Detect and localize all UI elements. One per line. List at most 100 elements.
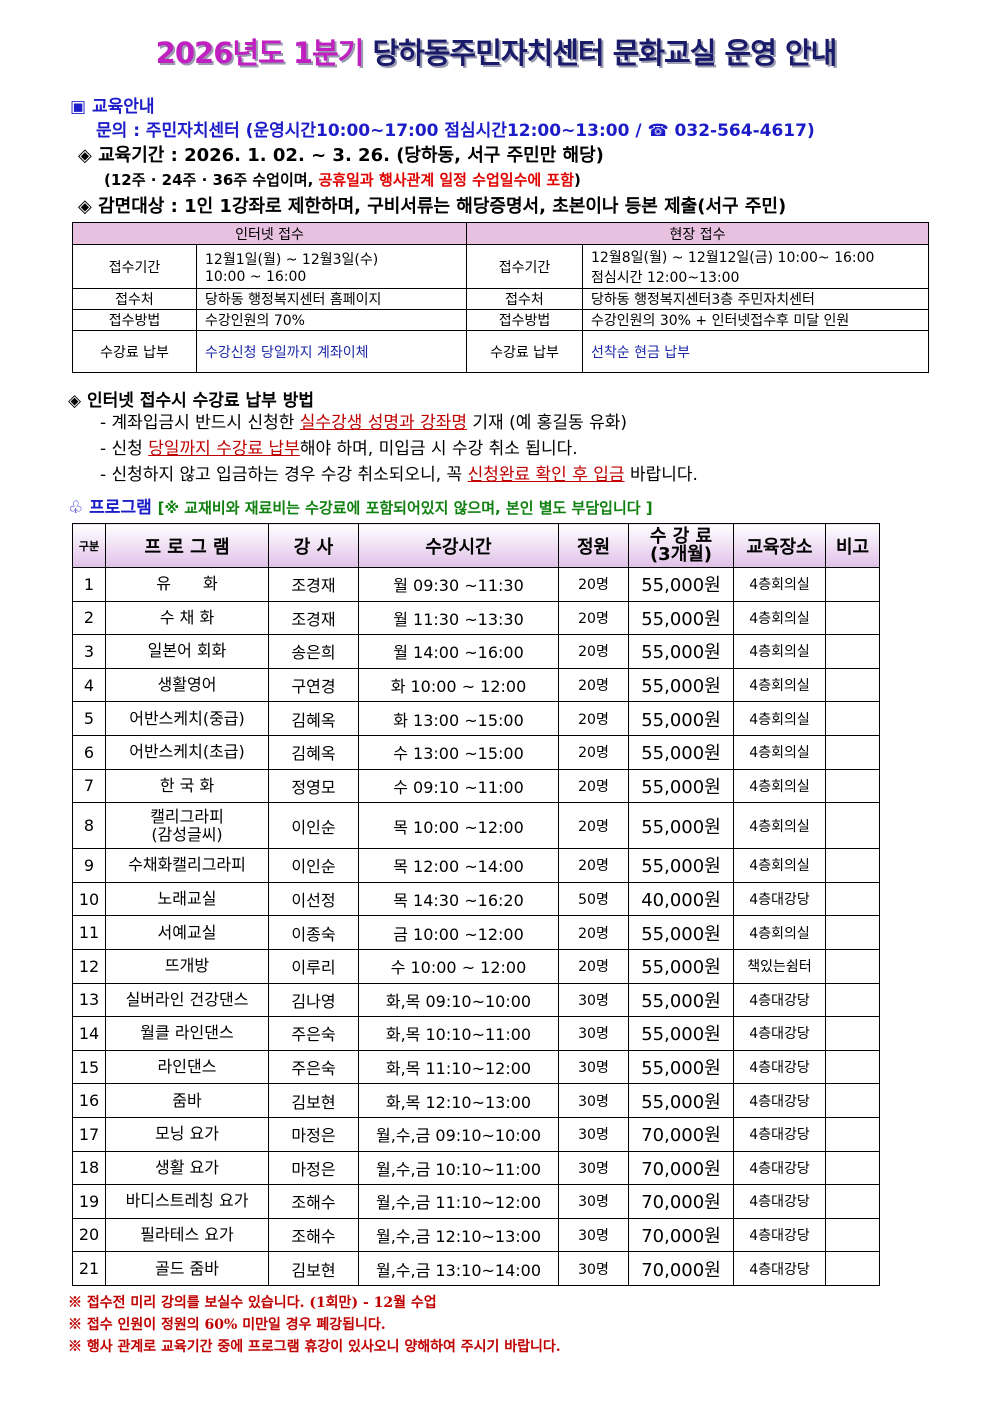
education-period: ◈ 교육기간 : 2026. 1. 02. ~ 3. 26. (당하동, 서구 … [78, 145, 604, 166]
cell-no: 13 [72, 982, 106, 1018]
table-row: 18 생활 요가 마정은 월,수,금 10:10~11:00 30명 70,000원 4층대… [72, 1150, 880, 1186]
cell-remarks [825, 768, 880, 804]
discount-target: ◈ 감면대상 : 1인 1강좌로 제한하며, 구비서류는 해당증명서, 초본이나… [78, 196, 787, 217]
cell-location: 4층대강당 [733, 1217, 826, 1253]
cell-no: 2 [72, 600, 106, 636]
table-row: 11 서예교실 이종숙 금 10:00 ~12:00 20명 55,000원 4층회의실 [72, 915, 880, 950]
cell-schedule: 월,수,금 09:10~10:00 [358, 1116, 559, 1152]
cell-capacity: 50명 [558, 881, 629, 917]
cell-remarks [825, 667, 880, 703]
cell-schedule: 수 13:00 ~15:00 [358, 734, 559, 770]
cell-instructor: 이선정 [268, 881, 359, 917]
cell-capacity: 20명 [558, 848, 629, 883]
cell-remarks [825, 1184, 880, 1219]
cell-program-name: 수채화캘리그라피 [105, 848, 269, 883]
column-header: 수 강 료 (3개월) [628, 523, 734, 568]
cell-remarks [825, 1116, 880, 1152]
table-row: 17 모닝 요가 마정은 월,수,금 09:10~10:00 30명 70,000원 4층대… [72, 1116, 880, 1152]
cell-location: 책있는쉼터 [733, 948, 826, 984]
cell-program-name: 일본어 회화 [105, 634, 269, 669]
cell-capacity: 30명 [558, 1049, 629, 1085]
cell-capacity: 20명 [558, 667, 629, 703]
cell-fee: 55,000원 [628, 948, 734, 984]
cell-remarks [825, 1016, 880, 1051]
cell-no: 7 [72, 768, 106, 804]
cell-instructor: 김혜옥 [268, 701, 359, 736]
cell-no: 19 [72, 1184, 106, 1219]
program-header: ♧ 프로그램 [※ 교재비와 재료비는 수강료에 포함되어있지 않으며, 본인 … [68, 498, 653, 518]
cell-remarks [825, 1150, 880, 1186]
cell-no: 3 [72, 634, 106, 669]
cell-fee: 55,000원 [628, 768, 734, 804]
cell-instructor: 이인순 [268, 848, 359, 883]
table-row: 4 생활영어 구연경 화 10:00 ~ 12:00 20명 55,000원 4층회의실 [72, 667, 880, 703]
note: ※ 접수전 미리 강의를 보실수 있습니다. (1회만) - 12월 수업 [68, 1295, 437, 1311]
cell-no: 10 [72, 881, 106, 917]
cell-program-name: 생활 요가 [105, 1150, 269, 1186]
column-header: 교육장소 [733, 523, 826, 568]
cell-remarks [825, 1251, 880, 1286]
cell-schedule: 월 14:00 ~16:00 [358, 634, 559, 669]
table-row: 15 라인댄스 주은숙 화,목 11:10~12:00 30명 55,000원 4층대강당 [72, 1049, 880, 1085]
cell-remarks [825, 701, 880, 736]
table-row: 13 실버라인 건강댄스 김나영 화,목 09:10~10:00 30명 55,000원 4… [72, 982, 880, 1018]
cell-instructor: 김나영 [268, 982, 359, 1018]
cell-location: 4층회의실 [733, 802, 826, 850]
payment-line: - 계좌입금시 반드시 신청한 실수강생 성명과 강좌명 기재 (예 홍길동 유… [100, 413, 628, 433]
guide-heading: ▣ 교육안내 [70, 97, 155, 117]
cell-instructor: 김보현 [268, 1251, 359, 1286]
reception-row: 수강료 납부 수강신청 당일까지 계좌이체 수강료 납부 선착순 현금 납부 [72, 330, 929, 373]
payment-line: - 신청하지 않고 입금하는 경우 수강 취소되오니, 꼭 신청완료 확인 후 … [100, 465, 698, 485]
cell-fee: 55,000원 [628, 802, 734, 850]
cell-fee: 70,000원 [628, 1251, 734, 1286]
internet-value: 당하동 행정복지센터 홈페이지 [196, 288, 467, 310]
onsite-value: 12월8일(월) ~ 12월12일(금) 10:00~ 16:00 점심시간 1… [582, 244, 929, 289]
cell-schedule: 월,수,금 11:10~12:00 [358, 1184, 559, 1219]
page-title: 2026년도 1분기 당하동주민자치센터 문화교실 운영 안내 [155, 36, 838, 70]
cell-schedule: 금 10:00 ~12:00 [358, 915, 559, 950]
cell-program-name: 바디스트레칭 요가 [105, 1184, 269, 1219]
row-label: 수강료 납부 [72, 330, 197, 373]
cell-fee: 55,000원 [628, 1083, 734, 1118]
cell-schedule: 화,목 12:10~13:00 [358, 1083, 559, 1118]
cell-fee: 55,000원 [628, 701, 734, 736]
internet-header: 인터넷 접수 [72, 222, 467, 245]
row-label: 접수방법 [466, 309, 583, 331]
cell-no: 5 [72, 701, 106, 736]
cell-capacity: 30명 [558, 1251, 629, 1286]
column-header: 프 로 그 램 [105, 523, 269, 568]
cell-instructor: 김혜옥 [268, 734, 359, 770]
cell-schedule: 화 13:00 ~15:00 [358, 701, 559, 736]
cell-location: 4층대강당 [733, 1150, 826, 1186]
column-header: 강 사 [268, 523, 359, 568]
column-header: 정원 [558, 523, 629, 568]
cell-location: 4층회의실 [733, 567, 826, 602]
cell-schedule: 화,목 11:10~12:00 [358, 1049, 559, 1085]
cell-location: 4층회의실 [733, 768, 826, 804]
cell-remarks [825, 848, 880, 883]
table-row: 6 어반스케치(초급) 김혜옥 수 13:00 ~15:00 20명 55,000원 4층회… [72, 734, 880, 770]
cell-schedule: 화,목 10:10~11:00 [358, 1016, 559, 1051]
cell-no: 21 [72, 1251, 106, 1286]
contact-info: 문의 : 주민자치센터 (운영시간10:00~17:00 점심시간12:00~1… [96, 121, 815, 141]
cell-instructor: 이종숙 [268, 915, 359, 950]
cell-remarks [825, 1083, 880, 1118]
payment-instructions: - 계좌입금시 반드시 신청한 실수강생 성명과 강좌명 기재 (예 홍길동 유… [100, 410, 698, 488]
cell-location: 4층대강당 [733, 1016, 826, 1051]
cell-capacity: 20명 [558, 734, 629, 770]
table-row: 19 바디스트레칭 요가 조해수 월,수,금 11:10~12:00 30명 70,000… [72, 1184, 880, 1219]
table-row: 20 필라테스 요가 조해수 월,수,금 12:10~13:00 30명 70,000원 4… [72, 1217, 880, 1253]
cell-no: 18 [72, 1150, 106, 1186]
internet-value: 12월1일(월) ~ 12월3일(수) 10:00 ~ 16:00 [196, 244, 467, 289]
cell-remarks [825, 567, 880, 602]
cell-schedule: 화 10:00 ~ 12:00 [358, 667, 559, 703]
cell-capacity: 30명 [558, 1217, 629, 1253]
cell-instructor: 송은희 [268, 634, 359, 669]
cell-remarks [825, 1049, 880, 1085]
row-label: 수강료 납부 [466, 330, 583, 373]
cell-capacity: 20명 [558, 600, 629, 636]
cell-no: 1 [72, 567, 106, 602]
cell-remarks [825, 734, 880, 770]
